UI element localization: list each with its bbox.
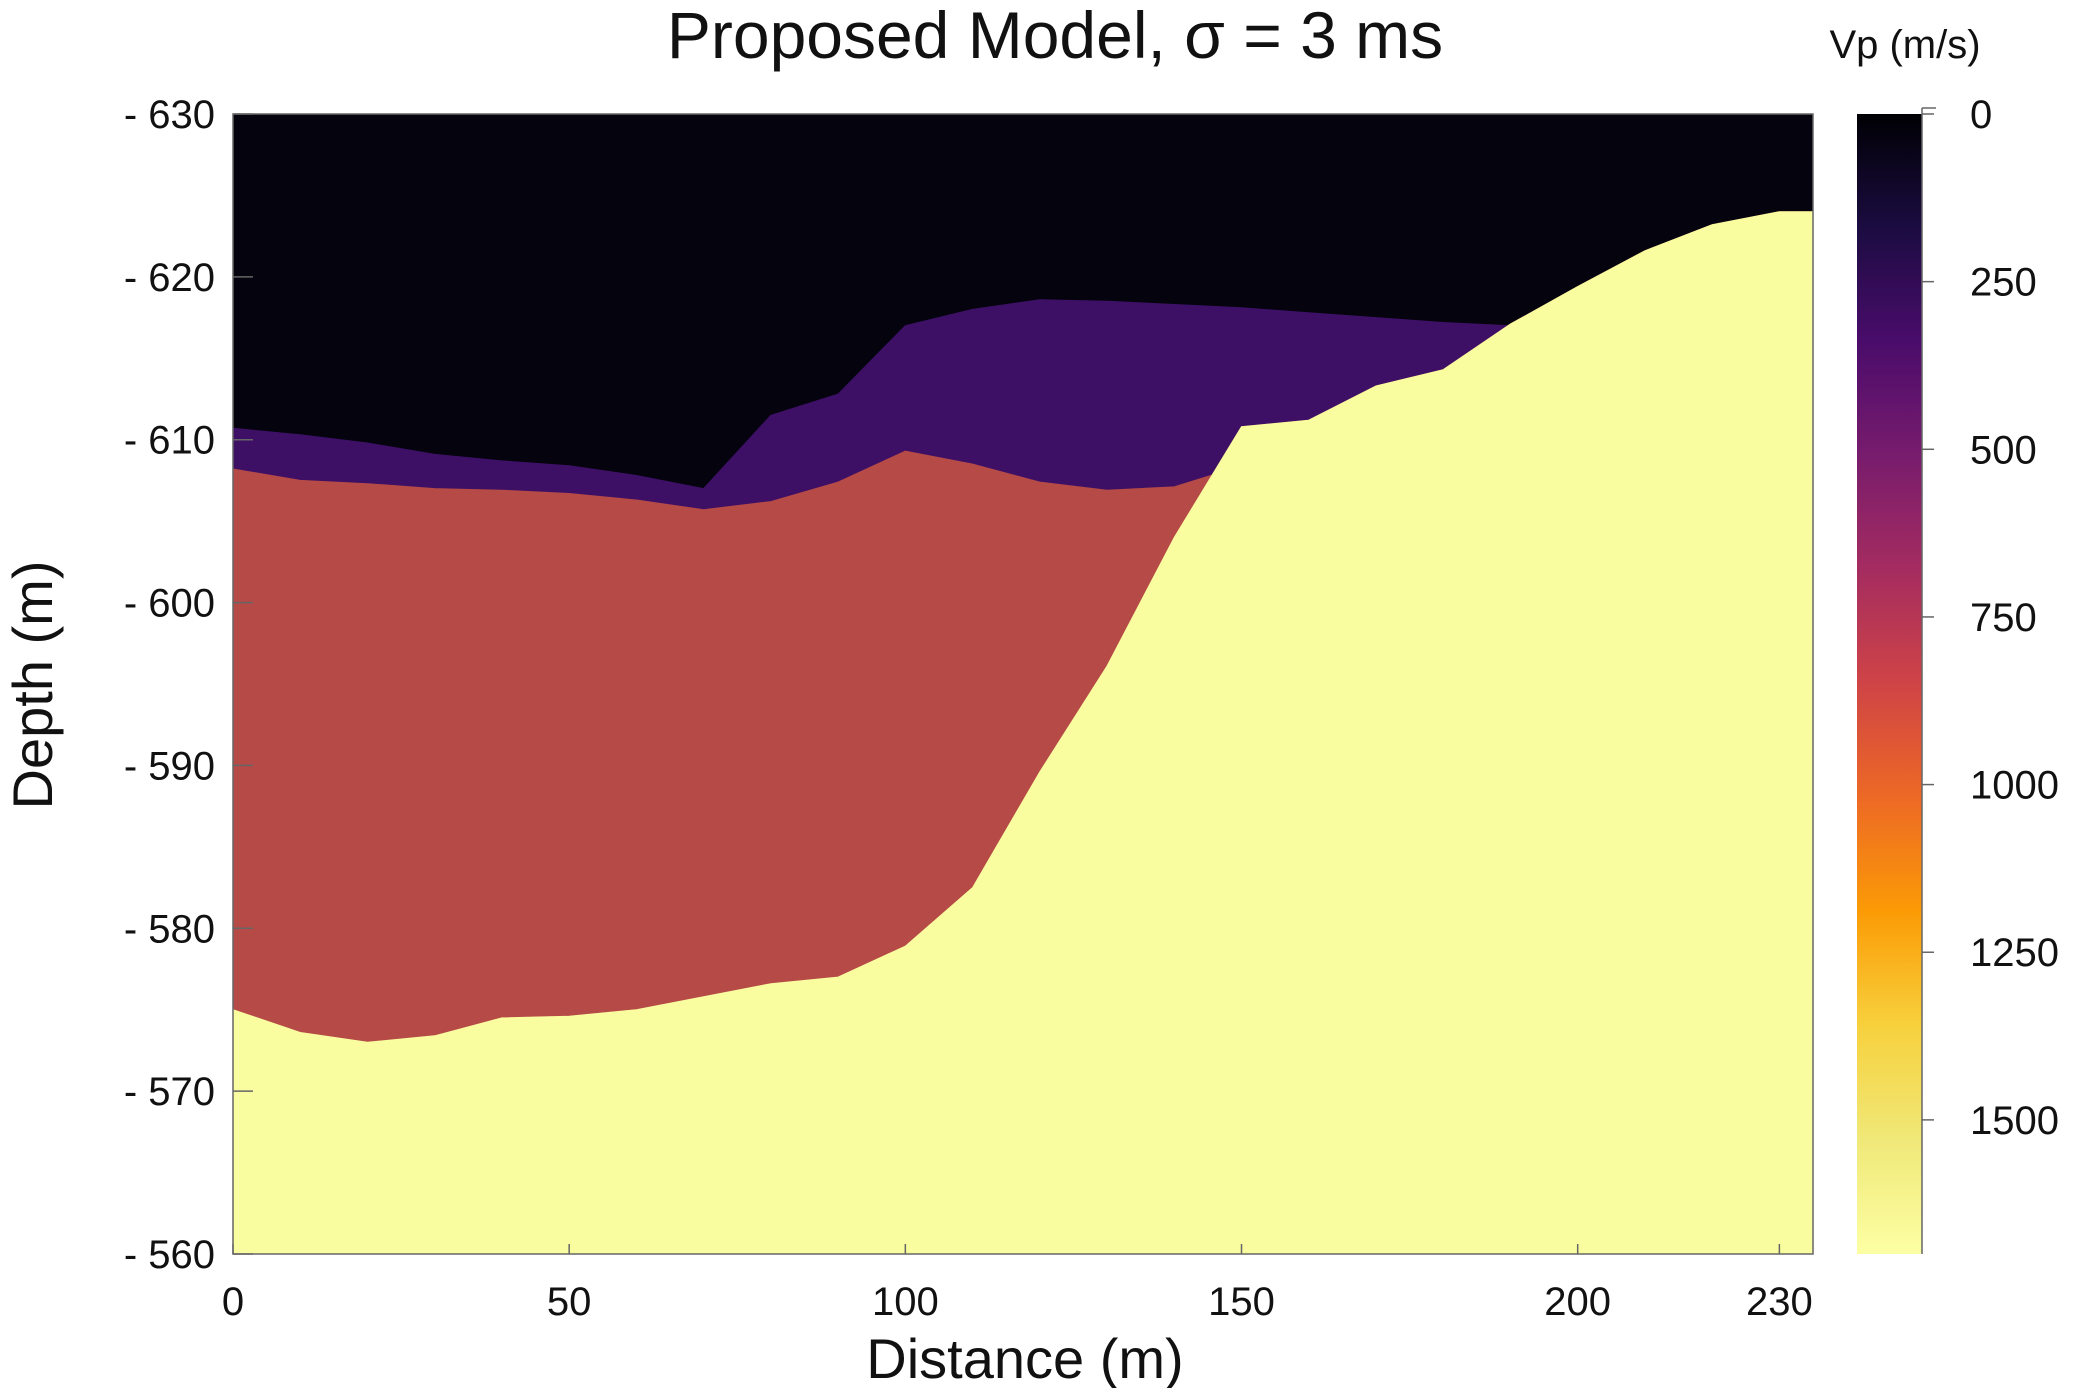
chart-title: Proposed Model, σ = 3 ms bbox=[667, 0, 1443, 72]
y-tick-label: - 610 bbox=[124, 419, 215, 463]
colorbar-gradient bbox=[1857, 114, 1922, 1254]
plot-area bbox=[233, 114, 1813, 1254]
y-tick-label: - 570 bbox=[124, 1070, 215, 1114]
colorbar-tick-label: 500 bbox=[1970, 428, 2037, 472]
colorbar: Vp (m/s) 0 250 500 750 1000 1250 1500 bbox=[1829, 23, 2059, 1254]
y-tick-label: - 600 bbox=[124, 582, 215, 626]
y-tick-label: - 620 bbox=[124, 256, 215, 300]
colorbar-tick-label: 0 bbox=[1970, 93, 1992, 137]
colorbar-tick-label: 1250 bbox=[1970, 931, 2059, 975]
y-axis: - 630 - 620 - 610 - 600 - 590 - 580 - 570 - 560 bbox=[124, 93, 253, 1277]
colorbar-tick-label: 250 bbox=[1970, 261, 2037, 305]
x-tick-label: 0 bbox=[222, 1280, 244, 1324]
y-tick-label: - 590 bbox=[124, 744, 215, 788]
colorbar-tick-label: 1500 bbox=[1970, 1099, 2059, 1143]
y-axis-label: Depth (m) bbox=[1, 561, 64, 810]
y-tick-label: - 580 bbox=[124, 907, 215, 951]
x-axis-label: Distance (m) bbox=[866, 1327, 1183, 1388]
y-tick-label: - 560 bbox=[124, 1233, 215, 1277]
plot-frame bbox=[232, 113, 1814, 1255]
colorbar-tick-label: 1000 bbox=[1970, 764, 2059, 808]
x-tick-label: 150 bbox=[1208, 1280, 1275, 1324]
colorbar-tick-label: 750 bbox=[1970, 596, 2037, 640]
x-tick-label: 200 bbox=[1544, 1280, 1611, 1324]
x-tick-label: 100 bbox=[872, 1280, 939, 1324]
y-tick-label: - 630 bbox=[124, 93, 215, 137]
colorbar-label: Vp (m/s) bbox=[1829, 23, 1980, 67]
x-tick-label: 230 bbox=[1746, 1280, 1813, 1324]
x-axis: 0 50 100 150 200 230 bbox=[222, 1244, 1813, 1324]
layer-3 bbox=[233, 211, 1813, 1254]
x-tick-label: 50 bbox=[547, 1280, 592, 1324]
